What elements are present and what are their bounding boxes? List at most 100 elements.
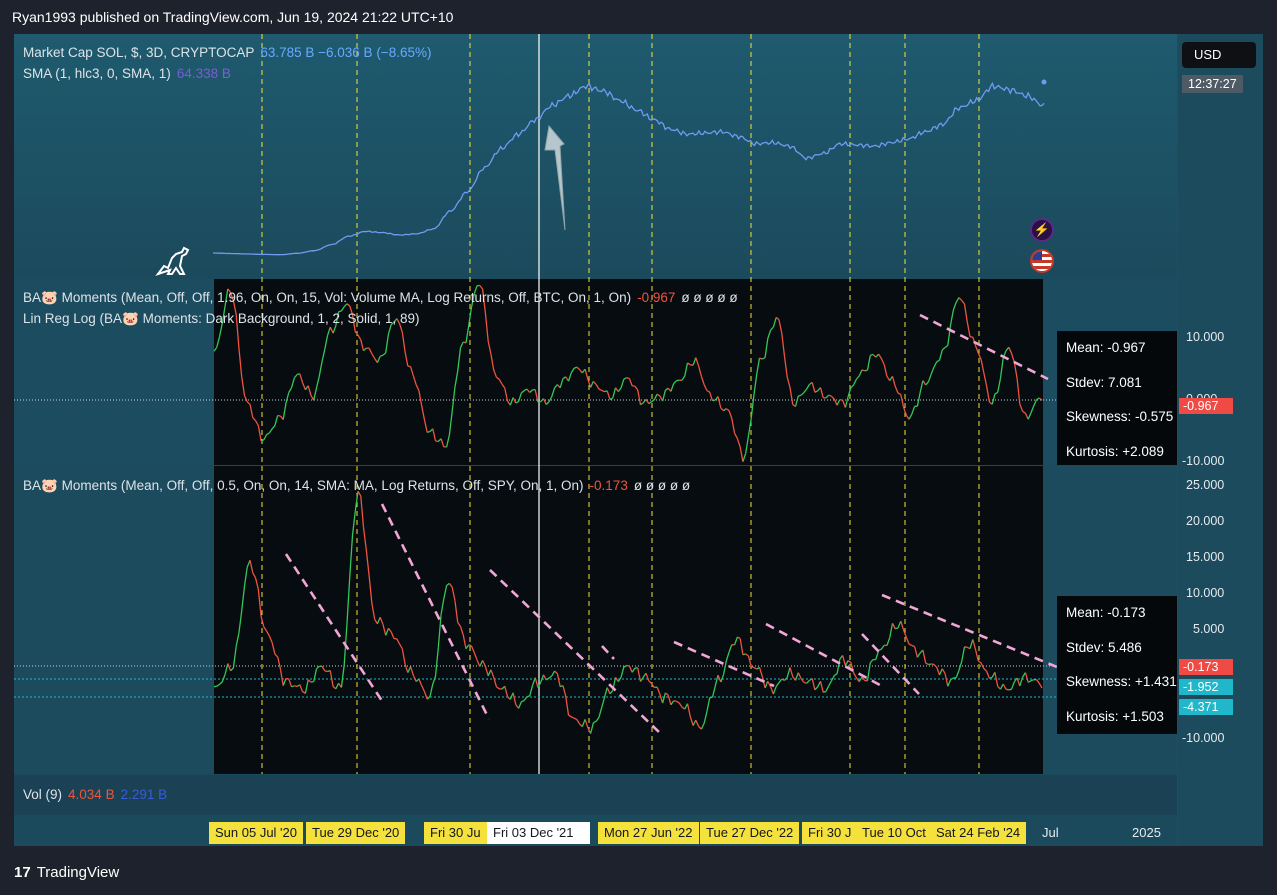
btc-moments-legend[interactable]: BA🐷 Moments (Mean, Off, Off, 1.96, On, O… <box>23 290 738 306</box>
btc-moments-segment <box>938 349 943 361</box>
spy-moments-segment <box>631 667 636 673</box>
spy-moments-segment <box>617 676 622 683</box>
spy-moments-segment <box>437 614 442 648</box>
btc-moments-segment <box>238 347 243 377</box>
spy-moments-segment <box>554 670 558 675</box>
spy-moments-segment <box>938 668 943 676</box>
lightning-icon[interactable]: ⚡ <box>1030 218 1054 242</box>
spy-moments-segment <box>263 626 268 632</box>
spy-moments-segment <box>983 668 988 672</box>
spy-moments-segment <box>515 704 520 709</box>
btc-moments-segment <box>700 376 705 386</box>
spy-moments-segment <box>540 674 545 683</box>
btc-moments-segment <box>243 395 248 403</box>
spy-moments-segment <box>850 662 855 674</box>
btc-moments-extra: ø ø ø ø ø <box>681 290 738 305</box>
spy-moments-segment <box>733 636 739 646</box>
btc-moments-segment <box>811 382 816 393</box>
btc-moments-segment <box>484 312 489 342</box>
spy-moments-legend[interactable]: BA🐷 Moments (Mean, Off, Off, 0.5, On, On… <box>23 478 690 494</box>
spy-moments-segment <box>504 686 509 697</box>
btc-moments-segment <box>856 375 860 380</box>
spy-moments-segment <box>462 634 467 649</box>
btc-moments-segment <box>221 305 226 324</box>
btc-moments-segment <box>440 438 445 448</box>
spy-moments-segment <box>830 675 835 682</box>
xaxis-label: Fri 30 J <box>802 822 858 844</box>
btc-moments-segment <box>418 390 423 407</box>
chart-area[interactable]: Market Cap SOL, $, 3D, CRYPTOCAP 63.785 B… <box>14 34 1263 846</box>
spy-moments-segment <box>659 693 664 704</box>
btc-moments-segment <box>947 324 952 346</box>
main-pane[interactable] <box>14 34 1177 278</box>
spy-moments-segment <box>316 665 320 670</box>
btc-moments-segment <box>736 438 741 448</box>
btc-moments-segment <box>739 446 744 462</box>
btc-moments-segment <box>1019 403 1024 412</box>
btc-moments-segment <box>567 372 572 382</box>
spy-moments-segment <box>861 676 866 681</box>
volume-pane[interactable] <box>14 775 1177 815</box>
btc-moments-segment <box>861 369 866 372</box>
spy-moments-segment <box>385 628 390 636</box>
spy-moments-segment <box>282 678 287 686</box>
spy-moments-segment <box>448 583 453 588</box>
btc-moments-segment <box>404 351 409 367</box>
currency-button[interactable]: USD <box>1182 42 1256 68</box>
bar-countdown: 12:37:27 <box>1182 75 1243 93</box>
spy-moments-segment <box>961 646 966 662</box>
btc-moments-segment <box>587 378 592 388</box>
volume-legend[interactable]: Vol (9) 4.034 B 2.291 B <box>23 787 167 802</box>
btc-moments-segment <box>332 325 337 334</box>
spy-last-value-tag: -0.173 <box>1179 659 1233 675</box>
btc-moments-segment <box>723 408 727 412</box>
main-legend[interactable]: Market Cap SOL, $, 3D, CRYPTOCAP 63.785 B… <box>23 45 431 60</box>
btc-moments-segment <box>623 377 627 380</box>
spy-moments-segment <box>268 635 273 644</box>
spy-moments-segment <box>847 659 852 664</box>
spy-moments-segment <box>609 689 614 695</box>
spy-moments-segment <box>673 700 677 702</box>
btc-moments-segment <box>604 390 608 393</box>
btc-moments-segment <box>684 362 689 377</box>
btc-moments-segment <box>781 332 786 357</box>
btc-moments-segment <box>374 358 378 363</box>
spy-moments-segment <box>221 674 226 683</box>
spy-moments-segment <box>379 616 384 625</box>
btc-moments-segment <box>307 385 312 396</box>
spy-moments-segment <box>266 630 270 637</box>
btc-moments-segment <box>578 369 583 374</box>
btc-moments-segment <box>379 354 384 357</box>
btc-moments-segment <box>944 344 949 349</box>
btc-moments-segment <box>396 318 401 324</box>
linreg-legend[interactable]: Lin Reg Log (BA🐷 Moments: Dark Backgroun… <box>23 311 420 327</box>
sma-legend[interactable]: SMA (1, hlc3, 0, SMA, 1) 64.338 B <box>23 66 231 81</box>
spy-moments-segment <box>656 686 661 695</box>
spy-moments-segment <box>964 646 968 648</box>
btc-moments-segment <box>651 399 655 403</box>
spy-moments-segment <box>739 638 744 655</box>
btc-moments-segment <box>473 285 478 294</box>
tradingview-logo[interactable]: 17 TradingView <box>14 864 119 881</box>
btc-moments-segment <box>620 379 625 388</box>
btc-moments-segment <box>523 388 528 392</box>
btc-moments-segment <box>326 326 331 336</box>
spy-moments-segment <box>518 701 522 709</box>
spy-moments-segment <box>565 695 570 716</box>
spy-moments-segment <box>351 511 356 536</box>
btc-moments-segment <box>249 404 254 418</box>
spy-moments-segment <box>889 623 894 638</box>
btc-moments-segment <box>343 303 348 308</box>
btc-moments-segment <box>385 333 390 353</box>
trendline-annotation <box>861 633 920 695</box>
us-flag-icon[interactable] <box>1030 249 1054 273</box>
btc-moments-segment <box>778 319 783 333</box>
btc-moments-segment <box>340 306 345 312</box>
spy-moments-segment <box>855 677 860 682</box>
btc-moments-segment <box>235 314 240 348</box>
spy-moments-segment <box>994 672 999 687</box>
btc-moments-segment <box>783 356 788 378</box>
btc-moments-segment <box>496 376 500 380</box>
spy-moments-segment <box>941 668 946 674</box>
spy-moments-segment <box>254 577 259 590</box>
